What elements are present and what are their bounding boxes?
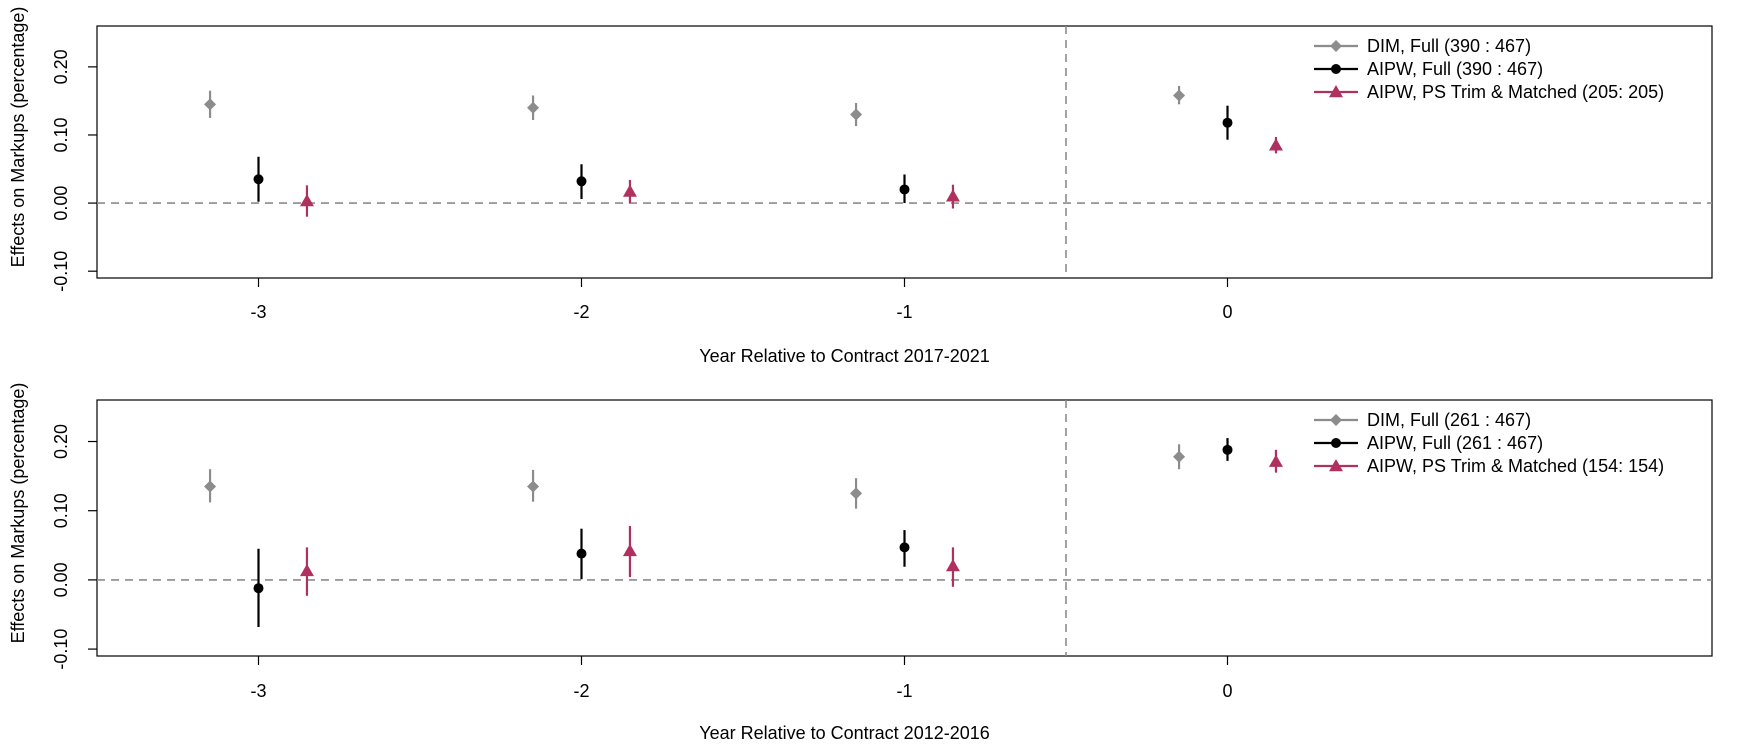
data-point bbox=[1173, 89, 1186, 102]
y-tick-label: 0.10 bbox=[51, 117, 71, 152]
series-3 bbox=[299, 449, 1283, 596]
data-point bbox=[945, 559, 960, 572]
legend-entry: DIM, Full (261 : 467) bbox=[1367, 410, 1531, 430]
data-point bbox=[253, 174, 264, 185]
data-point bbox=[899, 542, 910, 553]
y-tick-label: 0.20 bbox=[51, 49, 71, 84]
legend-marker bbox=[1330, 40, 1342, 52]
y-tick-label: -0.10 bbox=[51, 251, 71, 292]
x-tick-label: 0 bbox=[1222, 681, 1232, 701]
x-axis-title: Year Relative to Contract 2017-2021 bbox=[699, 346, 990, 366]
legend-entry: DIM, Full (390 : 467) bbox=[1367, 36, 1531, 56]
data-point bbox=[1222, 444, 1233, 455]
data-point bbox=[576, 176, 587, 187]
series-2 bbox=[253, 438, 1233, 627]
series-1 bbox=[204, 85, 1186, 127]
data-point bbox=[253, 583, 264, 594]
series-3 bbox=[299, 137, 1283, 217]
chart-panel-2: -3 -2 -1 0 -0.10 0.00 0.10 0.20 Year Relative to… bbox=[8, 383, 1713, 743]
data-point bbox=[850, 487, 863, 500]
data-point bbox=[299, 563, 314, 577]
data-point bbox=[527, 480, 540, 493]
y-tick-label: 0.10 bbox=[51, 493, 71, 528]
x-tick-label: -2 bbox=[573, 681, 589, 701]
chart-panel-1: -3 -2 -1 0 -0.10 0.00 0.10 0.20 Year Relative to… bbox=[8, 7, 1713, 366]
data-point bbox=[622, 184, 637, 197]
y-axis-title: Effects on Markups (percentage) bbox=[8, 7, 28, 268]
data-point bbox=[899, 184, 910, 195]
legend-entry: AIPW, Full (390 : 467) bbox=[1367, 59, 1543, 79]
y-tick-label: 0.20 bbox=[51, 424, 71, 459]
data-point bbox=[204, 480, 217, 493]
y-tick-label: 0.00 bbox=[51, 186, 71, 221]
legend-entry: AIPW, PS Trim & Matched (154: 154) bbox=[1367, 456, 1664, 476]
y-tick-label: -0.10 bbox=[51, 629, 71, 670]
legend-marker bbox=[1329, 85, 1343, 98]
x-tick-label: 0 bbox=[1222, 302, 1232, 322]
legend: DIM, Full (390 : 467) AIPW, Full (390 : 4… bbox=[1314, 36, 1664, 102]
series-1 bbox=[204, 444, 1186, 509]
x-axis-title: Year Relative to Contract 2012-2016 bbox=[699, 723, 990, 743]
y-tick-label: 0.00 bbox=[51, 562, 71, 597]
data-point bbox=[850, 108, 863, 121]
data-point bbox=[299, 194, 314, 207]
data-point bbox=[1268, 138, 1283, 151]
legend-marker bbox=[1330, 414, 1342, 426]
x-tick-label: -3 bbox=[250, 302, 266, 322]
legend-entry: AIPW, PS Trim & Matched (205: 205) bbox=[1367, 82, 1664, 102]
data-point bbox=[1222, 117, 1233, 128]
legend-marker bbox=[1331, 438, 1341, 448]
data-point bbox=[945, 189, 960, 202]
data-point bbox=[576, 548, 587, 559]
legend-marker bbox=[1331, 64, 1341, 74]
x-tick-label: -1 bbox=[896, 302, 912, 322]
y-axis-title: Effects on Markups (percentage) bbox=[8, 383, 28, 644]
data-point bbox=[1268, 454, 1283, 467]
x-tick-label: -1 bbox=[896, 681, 912, 701]
data-point bbox=[622, 543, 637, 557]
legend: DIM, Full (261 : 467) AIPW, Full (261 : 4… bbox=[1314, 410, 1664, 476]
series-2 bbox=[253, 105, 1233, 204]
legend-entry: AIPW, Full (261 : 467) bbox=[1367, 433, 1543, 453]
legend-marker bbox=[1329, 459, 1343, 472]
x-tick-label: -2 bbox=[573, 302, 589, 322]
data-point bbox=[1173, 450, 1186, 463]
data-point bbox=[204, 98, 217, 111]
x-tick-label: -3 bbox=[250, 681, 266, 701]
data-point bbox=[527, 101, 540, 114]
